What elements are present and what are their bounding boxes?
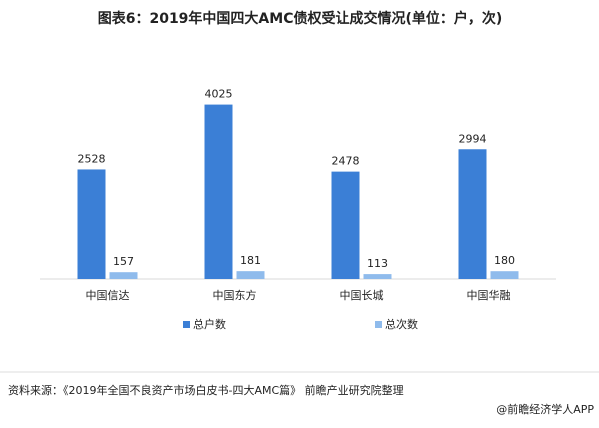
bar — [109, 272, 138, 279]
data-label: 113 — [367, 257, 388, 270]
legend-swatch — [375, 321, 382, 328]
data-label: 4025 — [205, 88, 233, 101]
bar — [204, 104, 233, 279]
bar — [77, 169, 106, 279]
bar — [363, 274, 392, 279]
source-note: 资料来源：《2019年全国不良资产市场白皮书-四大AMC篇》 前瞻产业研究院整理 — [8, 383, 404, 397]
bar — [331, 171, 360, 279]
bar — [236, 271, 265, 279]
data-label: 181 — [240, 254, 261, 267]
chart-title: 图表6：2019年中国四大AMC债权受让成交情况(单位：户，次) — [98, 10, 503, 27]
data-label: 180 — [494, 254, 515, 267]
x-tick-label: 中国东方 — [213, 288, 257, 302]
bar — [490, 271, 519, 279]
bar — [458, 149, 487, 279]
legend-swatch — [183, 321, 190, 328]
legend-label: 总次数 — [385, 317, 418, 331]
x-tick-label: 中国信达 — [86, 289, 130, 302]
data-label: 2478 — [332, 155, 360, 168]
x-tick-label: 中国长城 — [340, 289, 384, 302]
x-tick-label: 中国华融 — [467, 288, 511, 302]
data-label: 2994 — [459, 132, 487, 145]
legend-label: 总户数 — [193, 317, 226, 331]
data-label: 2528 — [78, 152, 106, 165]
brand: @前瞻经济学人APP — [496, 402, 594, 416]
data-label: 157 — [113, 255, 134, 268]
